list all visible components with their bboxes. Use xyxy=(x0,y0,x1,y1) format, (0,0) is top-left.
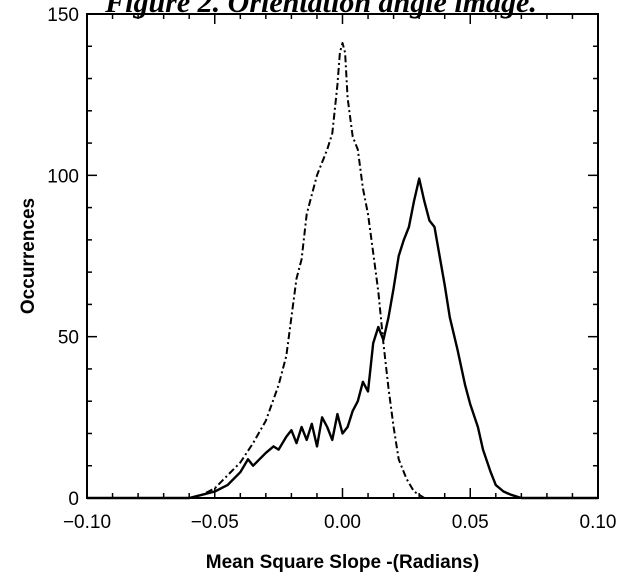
x-tick-label: 0.05 xyxy=(452,512,489,533)
y-tick-label: 150 xyxy=(47,5,79,26)
x-tick-label: 0.00 xyxy=(324,512,361,533)
y-tick-label: 100 xyxy=(47,166,79,187)
plot-frame xyxy=(86,13,599,499)
x-tick-label: −0.05 xyxy=(191,512,239,533)
x-tick-label: −0.10 xyxy=(63,512,111,533)
x-tick-label: 0.10 xyxy=(580,512,617,533)
y-tick-label: 50 xyxy=(58,328,79,349)
y-tick-label: 0 xyxy=(68,489,79,510)
y-axis-label: Occurrences xyxy=(18,198,39,314)
dash-dot-histogram-line xyxy=(87,42,598,499)
solid-histogram-line xyxy=(87,177,598,500)
x-axis-label: Mean Square Slope -(Radians) xyxy=(206,552,479,573)
